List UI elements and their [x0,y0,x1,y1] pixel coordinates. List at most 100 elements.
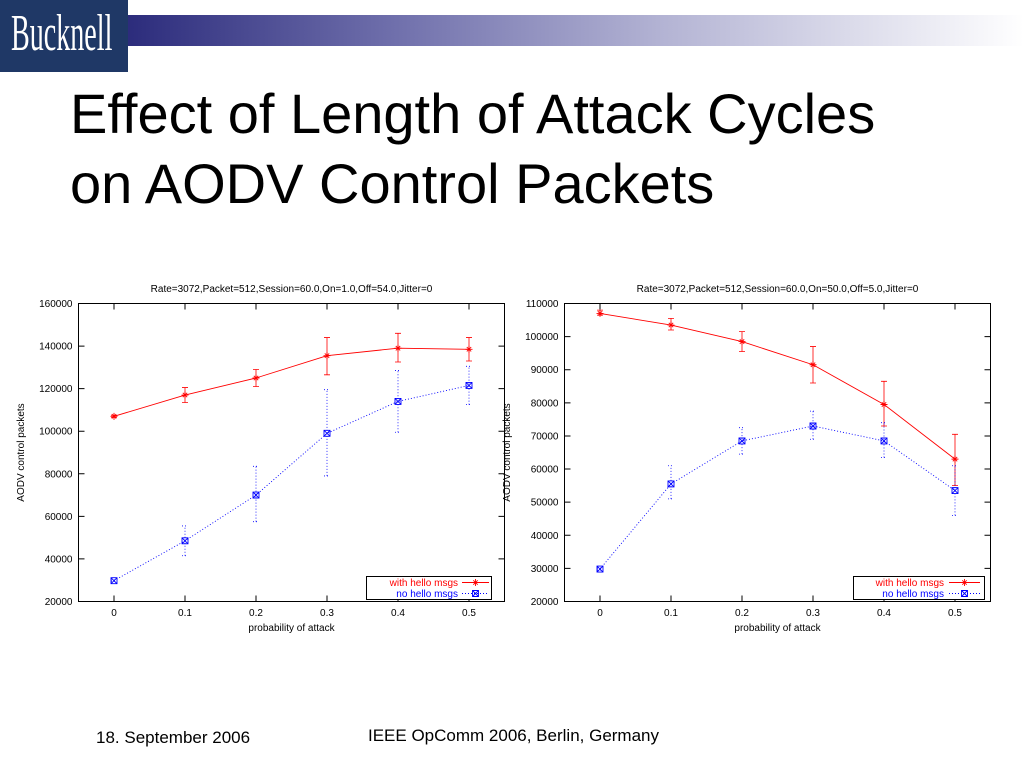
data-point-with-hello-msgs [323,352,331,360]
chart-2: Rate=3072,Packet=512,Session=60.0,On=50.… [502,284,991,634]
y-tick-label: 50000 [531,498,559,509]
bucknell-logo: Bucknell [0,0,128,72]
data-point-no-hello-msgs [110,577,118,585]
data-point-with-hello-msgs [880,400,888,408]
series-line-no-hello-msgs [599,425,956,570]
y-tick-label: 20000 [45,597,73,608]
x-tick-label: 0.5 [948,608,962,619]
chart-title: Rate=3072,Packet=512,Session=60.0,On=50.… [637,284,919,295]
data-point-no-hello-msgs [181,537,189,545]
series-line-with-hello-msgs [599,312,956,460]
legend-label-no-hello-msgs: no hello msgs [396,589,458,600]
chart-1: Rate=3072,Packet=512,Session=60.0,On=1.0… [16,284,505,634]
x-tick-label: 0 [111,608,117,619]
series-no-hello-msgs [596,410,959,573]
slide-title: Effect of Length of Attack Cycles on AOD… [70,79,875,219]
x-tick-label: 0.5 [462,608,476,619]
legend-label-with-hello-msgs: with hello msgs [875,578,944,589]
slide-title-line-2: on AODV Control Packets [70,152,715,215]
y-tick-label: 160000 [39,299,73,310]
data-point-no-hello-msgs [738,437,746,445]
data-point-with-hello-msgs [809,361,817,369]
y-tick-label: 30000 [531,564,559,575]
x-tick-label: 0.2 [735,608,749,619]
y-axis-label: AODV control packets [502,403,513,501]
y-tick-label: 90000 [531,365,559,376]
legend-marker-no-hello-msgs [472,590,479,597]
error-bar-no-hello-msgs [739,427,745,455]
charts-area: Rate=3072,Packet=512,Session=60.0,On=1.0… [16,284,991,634]
data-point-no-hello-msgs [951,487,959,495]
data-point-no-hello-msgs [323,429,331,437]
x-tick-label: 0.1 [664,608,678,619]
y-tick-label: 40000 [531,531,559,542]
error-bar-no-hello-msgs [810,410,816,440]
x-axis-label: probability of attack [734,623,821,634]
error-bar-no-hello-msgs [253,465,259,523]
legend-marker-with-hello-msgs [961,579,968,586]
footer-date: 18. September 2006 [96,728,251,747]
error-bar-no-hello-msgs [668,465,674,500]
y-tick-label: 60000 [531,465,559,476]
x-tick-label: 0.3 [806,608,820,619]
legend-box [366,576,492,600]
y-tick-label: 80000 [531,398,559,409]
error-bar-no-hello-msgs [466,365,472,406]
legend-marker-with-hello-msgs [472,579,479,586]
x-tick-label: 0 [597,608,603,619]
y-tick-label: 20000 [531,597,559,608]
x-tick-label: 0.3 [320,608,334,619]
series-no-hello-msgs [110,365,473,585]
data-point-no-hello-msgs [809,422,817,430]
data-point-with-hello-msgs [252,374,260,382]
y-tick-label: 100000 [39,427,73,438]
series-line-no-hello-msgs [113,385,470,582]
y-tick-label: 140000 [39,342,73,353]
error-bar-no-hello-msgs [182,525,188,557]
data-point-with-hello-msgs [110,412,118,420]
data-point-with-hello-msgs [738,338,746,346]
legend-label-no-hello-msgs: no hello msgs [882,589,944,600]
data-point-no-hello-msgs [667,480,675,488]
x-tick-label: 0.2 [249,608,263,619]
logo-text: Bucknell [11,5,113,62]
data-point-with-hello-msgs [596,309,604,317]
y-tick-label: 70000 [531,431,559,442]
x-axis-label: probability of attack [248,623,335,634]
y-tick-label: 120000 [39,384,73,395]
y-tick-label: 60000 [45,512,73,523]
error-bar-no-hello-msgs [324,389,330,477]
series-with-hello-msgs [596,309,959,487]
data-point-no-hello-msgs [394,397,402,405]
y-tick-label: 110000 [526,299,559,310]
data-point-with-hello-msgs [181,391,189,399]
y-tick-label: 80000 [45,469,73,480]
x-tick-label: 0.1 [178,608,192,619]
data-point-with-hello-msgs [667,321,675,329]
data-point-with-hello-msgs [951,455,959,463]
series-with-hello-msgs [110,332,473,420]
legend-label-with-hello-msgs: with hello msgs [389,578,458,589]
data-point-no-hello-msgs [465,382,473,389]
legend-marker-no-hello-msgs [961,590,968,597]
chart-title: Rate=3072,Packet=512,Session=60.0,On=1.0… [151,284,433,295]
data-point-with-hello-msgs [465,345,473,353]
y-tick-label: 40000 [45,554,73,565]
data-point-no-hello-msgs [252,491,260,499]
y-tick-label: 100000 [525,332,559,343]
slide-title-line-1: Effect of Length of Attack Cycles [70,82,876,145]
series-line-with-hello-msgs [113,347,470,417]
plot-frame [564,303,991,602]
header-gradient-band [128,15,1024,46]
plot-frame [78,303,505,602]
footer-event: IEEE OpComm 2006, Berlin, Germany [368,726,660,745]
x-tick-label: 0.4 [391,608,405,619]
data-point-no-hello-msgs [880,437,888,445]
x-tick-label: 0.4 [877,608,891,619]
data-point-no-hello-msgs [596,565,604,573]
data-point-with-hello-msgs [394,344,402,352]
error-bar-no-hello-msgs [881,422,887,458]
y-axis-label: AODV control packets [16,403,27,501]
